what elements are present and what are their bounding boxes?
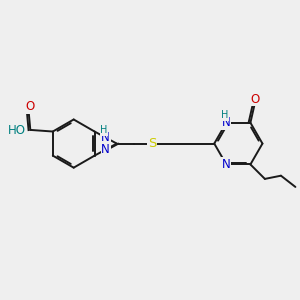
Text: H: H <box>221 110 228 121</box>
Text: N: N <box>222 116 231 129</box>
Text: HO: HO <box>8 124 26 137</box>
Text: N: N <box>101 131 110 144</box>
Text: N: N <box>101 143 110 156</box>
Text: O: O <box>250 93 260 106</box>
Text: O: O <box>25 100 34 113</box>
Text: H: H <box>100 125 108 135</box>
Text: N: N <box>222 158 231 171</box>
Text: S: S <box>148 137 156 150</box>
